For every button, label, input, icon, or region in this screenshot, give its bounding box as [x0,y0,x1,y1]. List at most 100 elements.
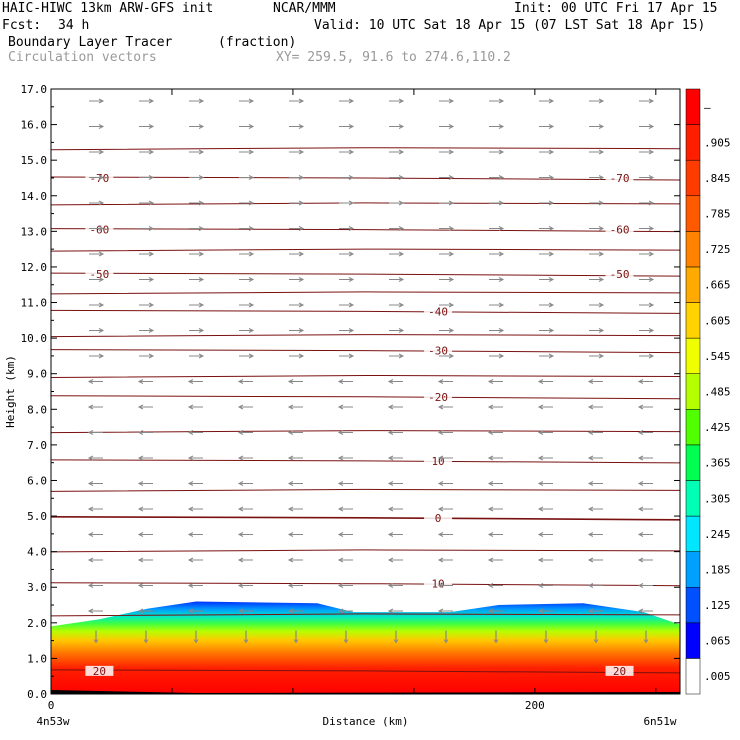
circulation-vector [237,506,253,512]
circulation-vector [89,175,105,180]
circulation-vector [537,532,553,537]
isotherm-label: -70 [89,172,109,185]
circulation-vector [239,328,255,333]
circulation-vector [89,226,105,231]
circulation-vector [237,430,253,435]
circulation-vector [339,353,355,359]
circulation-vector [387,557,403,563]
circulation-vector [339,200,355,206]
circulation-vector [343,630,349,644]
circulation-vector [389,328,405,333]
circulation-vector [287,583,303,588]
circulation-vector [537,455,553,461]
y-tick-label: 0.0 [27,688,47,701]
circulation-vector [589,175,605,180]
circulation-vector [337,557,353,563]
circulation-vector [487,430,503,435]
colorbar-label: .305 [704,492,731,505]
circulation-vector [187,557,203,563]
circulation-vector [539,124,555,129]
circulation-vector [287,506,303,512]
circulation-vector [537,583,553,588]
circulation-vector [139,124,155,129]
colorbar-label: .545 [704,350,731,363]
circulation-vector [289,302,305,308]
circulation-vector [137,404,153,410]
circulation-vector [137,481,153,486]
circulation-vector [189,302,205,308]
circulation-vector [387,481,403,486]
circulation-vector [89,251,105,257]
circulation-vector [637,506,653,512]
circulation-vector [337,481,353,486]
circulation-vector [589,277,605,282]
colorbar-label: .725 [704,243,731,256]
circulation-vector [239,149,255,155]
circulation-vector [637,430,653,435]
circulation-vector [287,557,303,563]
circulation-vector [589,200,605,206]
model-title: HAIC-HIWC 13km ARW-GFS init [2,1,214,16]
circulation-vector [287,404,303,410]
circulation-vector [539,277,555,282]
circulation-vector [439,124,455,129]
circulation-vector [337,404,353,410]
circulation-vector [237,557,253,563]
isotherm-label-bg [85,665,114,676]
isotherm-label-bg [424,391,453,402]
y-tick-label: 5.0 [27,510,47,523]
circulation-vector [437,430,453,435]
circulation-vector [137,583,153,588]
colorbar-swatch [685,480,701,517]
circulation-vector [487,608,503,614]
isotherm-line [50,582,681,587]
circulation-vector [587,506,603,512]
colorbar-label: .605 [704,314,731,327]
circulation-vector [189,328,205,333]
circulation-vector [439,98,455,104]
circulation-vector [137,608,153,614]
isotherm-line [50,176,681,181]
circulation-vector [93,630,99,644]
circulation-vector [389,149,405,155]
circulation-vector [139,353,155,359]
isotherm-label-bg [605,665,634,676]
isotherm-label-bg [424,345,453,356]
y-tick-label: 16.0 [21,119,48,132]
circulation-vector [193,630,199,644]
circulation-vector [139,226,155,231]
field-name: Boundary Layer Tracer [8,35,173,50]
circulation-vector [289,251,305,257]
forecast-label: Fcst: [2,18,42,33]
isotherm-label: 20 [93,665,106,678]
circulation-vector [289,328,305,333]
circulation-vector [489,302,505,308]
circulation-vector [593,630,599,644]
circulation-vector [589,353,605,359]
circulation-vector [237,481,253,486]
circulation-vector [587,557,603,563]
cross-section-endpoints: XY= 259.5, 91.6 to 274.6,110.2 [276,50,511,65]
isotherm-label-bg [605,172,634,183]
circulation-vector [239,251,255,257]
circulation-vector [187,379,203,384]
circulation-vector [589,251,605,257]
circulation-vector [137,430,153,435]
isotherm-label: -60 [610,224,630,237]
circulation-vector [189,226,205,231]
circulation-vector [487,583,503,588]
circulation-vector [487,455,503,461]
circulation-vector [437,404,453,410]
y-tick-label: 4.0 [27,546,47,559]
circulation-vector [589,226,605,231]
isotherm-line [50,459,681,464]
colorbar-swatch [685,159,701,197]
circulation-vector [187,583,203,588]
circulation-vector [489,149,505,155]
y-tick-label: 2.0 [27,617,47,630]
circulation-vector [339,226,355,231]
circulation-vector [89,200,105,206]
colorbar-label: .365 [704,457,731,470]
contour-line [50,291,681,295]
circulation-vector [339,98,355,104]
